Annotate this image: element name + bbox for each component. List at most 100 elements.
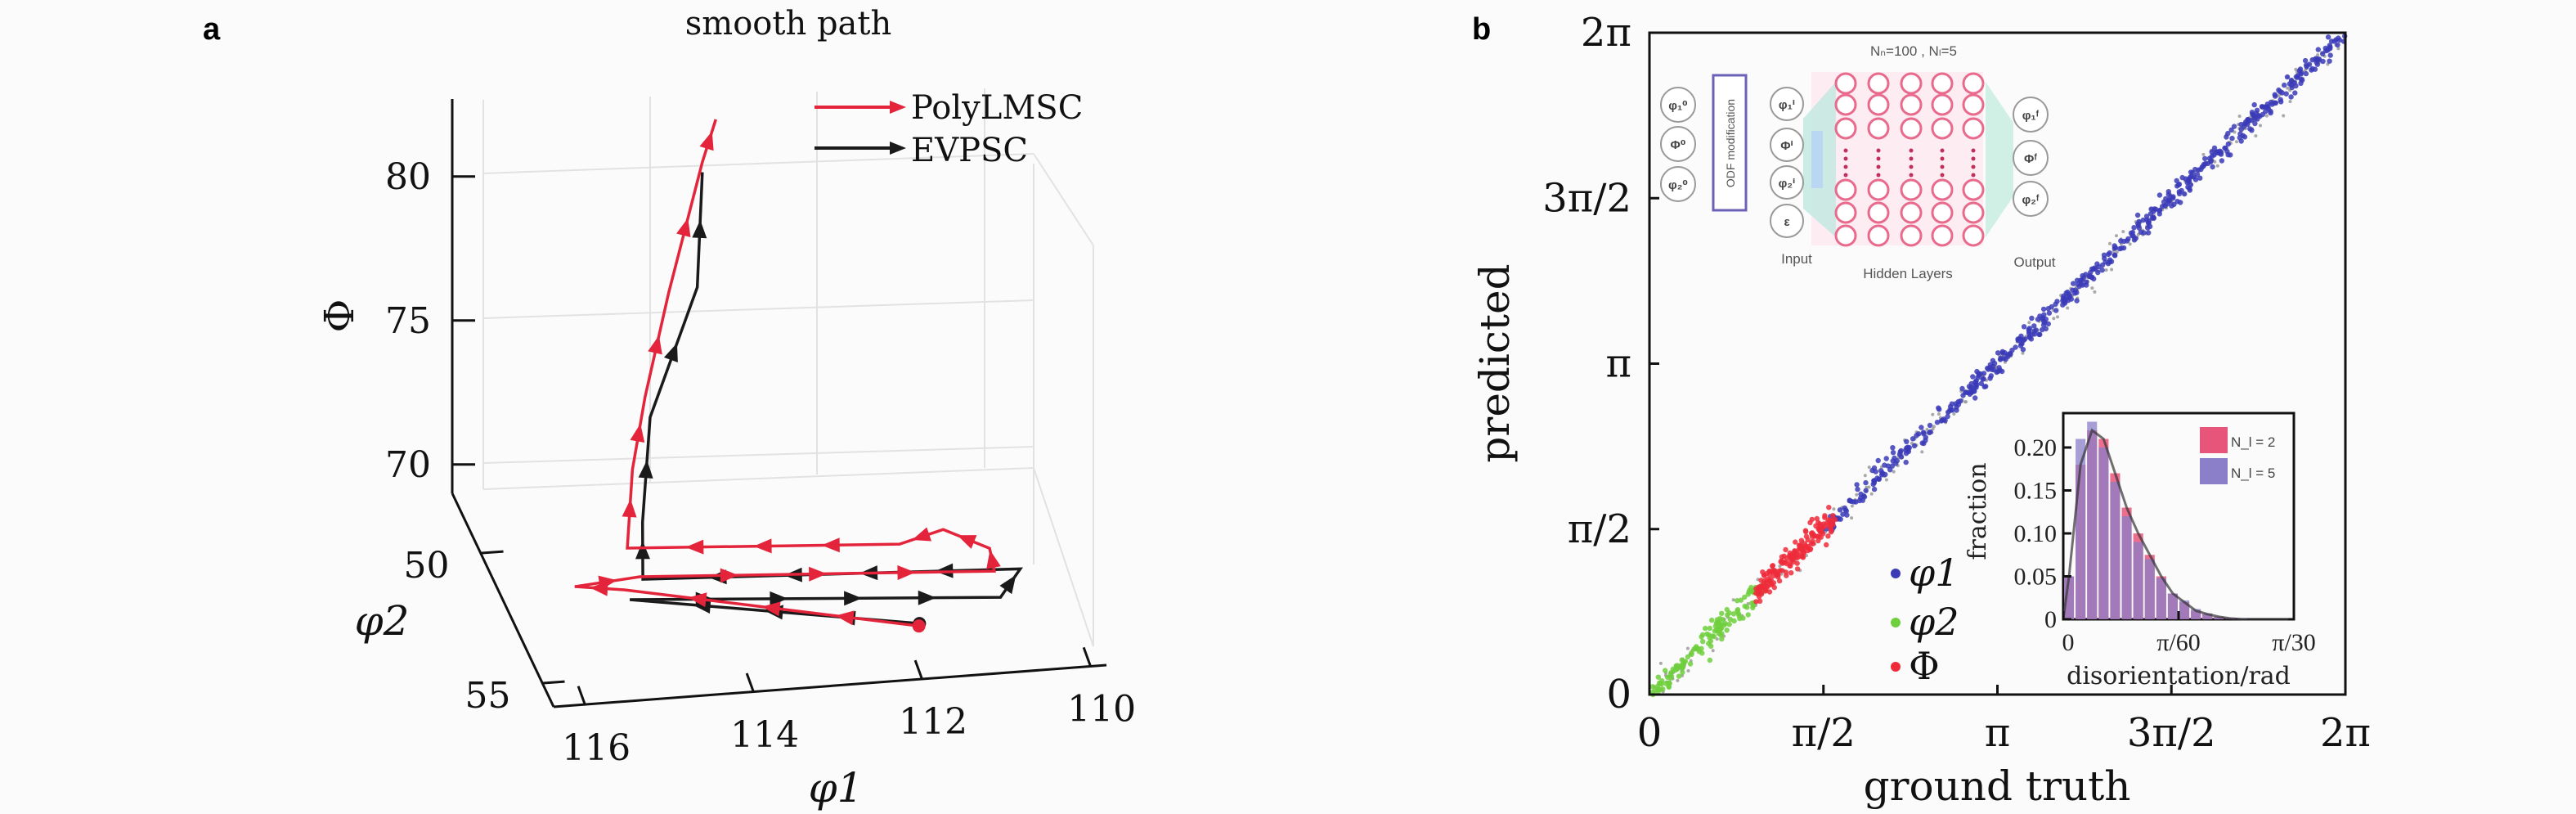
scatter-point [1832,507,1836,511]
scatter-point [1871,486,1878,492]
scatter-point [2170,194,2176,200]
scatter-point [1689,650,1694,656]
scatter-point [1735,608,1740,614]
scatter-point [1855,492,1859,497]
histogram-bar [2133,542,2143,619]
hist-y-tick-label: 0.10 [2014,520,2058,547]
scatter-point [1753,590,1759,596]
scatter-point [2037,331,2043,338]
scatter-point [1972,395,1978,401]
scatter-point [1809,516,1815,523]
legend-marker-phi1 [1891,569,1901,578]
scatter-point [2146,230,2152,236]
scatter-point [2147,211,2154,217]
scatter-point [2020,347,2026,353]
output-node [2013,97,2049,133]
scatter-point [1848,498,1854,504]
hidden-node [1931,201,1954,224]
hidden-node [1900,93,1923,116]
scatter-point [2294,67,2298,71]
scatter-point [2215,164,2219,168]
scatter-point [2106,251,2112,258]
scatter-point [1970,374,1976,380]
path-series [574,119,1024,633]
scatter-point [2008,351,2013,357]
scatter-point [2136,218,2142,225]
legend-label-nl5: N_l = 5 [2231,465,2275,481]
y-tick-label: 0 [1606,672,1631,717]
scatter-point [2264,101,2270,107]
scatter-point [2202,155,2208,162]
scatter-point [1850,504,1854,508]
scatter-point [1829,527,1834,533]
hidden-node [1931,117,1954,140]
phi2-axis-line [451,492,555,708]
legend-swatch-nl5 [2200,458,2228,484]
scatter-point [1958,398,1963,404]
scatter-point [1665,674,1671,681]
scatter-point [1861,494,1868,500]
scatter-point [2037,313,2043,319]
series-line [629,172,1024,625]
scatter-point [1904,438,1910,444]
scatter-point [2028,336,2035,342]
arrow-marker [761,601,781,617]
scatter-point [2151,214,2156,221]
scatter-point [2165,191,2171,197]
scatter-point [1742,603,1748,609]
arrow-marker [720,568,738,583]
scatter-point [2225,130,2231,137]
scatter-point [2046,310,2053,316]
scatter-point [2331,38,2337,44]
scatter-point [2315,47,2321,52]
scatter-point [1964,400,1968,404]
scatter-point [1950,407,1955,413]
arrow-marker [635,541,650,560]
scatter-point [2101,252,2107,258]
axis-ticks-3d: 70 75 80 50 55 116 114 112 110 [385,156,1136,769]
scatter-point [2186,178,2192,184]
ellipsis-dot [1876,156,1881,161]
scatter-point [1921,440,1927,447]
gridlines [482,88,1094,647]
scatter-point [2201,152,2206,156]
scatter-point [2265,106,2272,112]
scatter-point [1685,646,1690,650]
arrow-marker [630,423,645,443]
gridline [482,467,1034,490]
hidden-node [1931,224,1954,247]
scatter-point [2298,80,2304,87]
initial-node [1660,126,1696,162]
x-tick-label: 0 [1637,710,1663,756]
histogram-xlabel: disorientation/rad [2067,662,2291,690]
arrow-marker [835,610,855,626]
scatter-point [1842,505,1847,511]
scatter-point [1874,475,1880,481]
histogram-bar [2167,593,2178,619]
hidden-node [1834,224,1857,247]
arrow-marker [699,131,714,151]
arrow-marker [598,575,617,591]
scatter-point [2242,134,2248,140]
scatter-point [1828,521,1834,527]
scatter-point [2108,241,2112,245]
hidden-node [1900,178,1923,201]
scatter-point [2286,86,2290,90]
histogram-ylabel: fraction [1963,462,1992,560]
scatter-point [1794,566,1801,572]
x-axis-label: ground truth [1864,762,2131,810]
initial-node-label: φ₁⁰ [1668,99,1688,113]
arrow-marker [685,539,704,555]
histogram-bar [2144,559,2155,619]
scatter-point [2060,298,2066,304]
series-line [574,119,996,627]
scatter-point [1775,572,1781,578]
input-node-label: Φⁱ [1780,139,1793,153]
scatter-point [2021,351,2025,355]
scatter-point [1815,537,1821,544]
scatter-point [1931,427,1935,431]
scatter-point [1765,576,1770,582]
scatter-point [2283,91,2289,97]
arrow-marker [676,218,691,238]
